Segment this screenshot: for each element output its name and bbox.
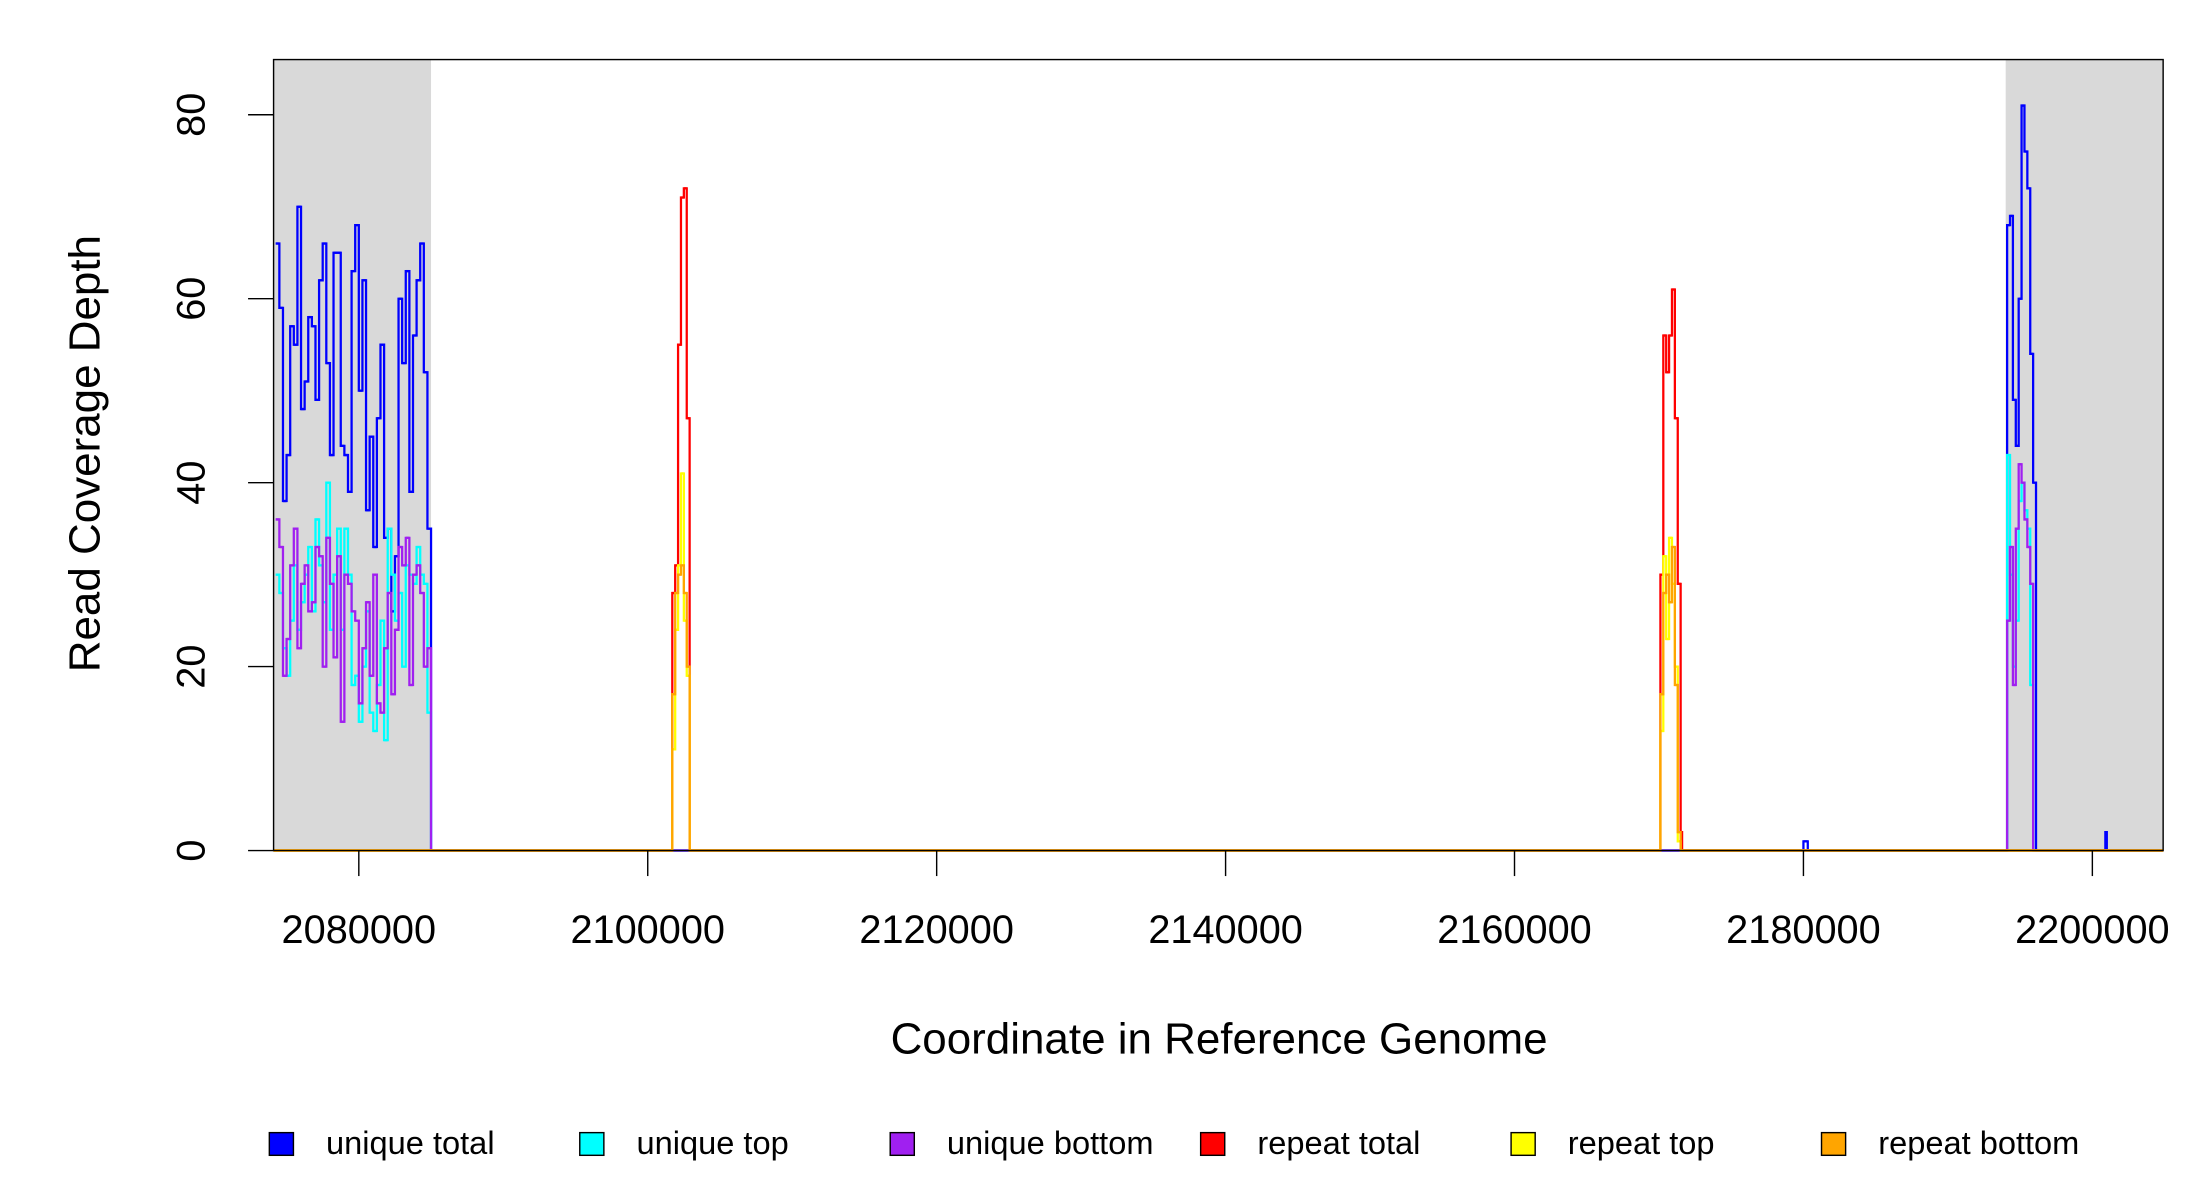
x-tick-label: 2200000 [2015, 908, 2170, 952]
step-connector [275, 463, 2164, 852]
y-tick-label: 60 [170, 277, 214, 321]
x-tick-label: 2100000 [570, 908, 725, 952]
legend-swatch [1199, 1131, 1226, 1157]
series-line [273, 545, 2164, 852]
y-tick-label: 0 [170, 840, 214, 862]
x-tick-label: 2080000 [282, 908, 437, 952]
legend-label: unique total [326, 1124, 495, 1161]
series-line [273, 187, 2164, 852]
step-connector [275, 104, 2164, 852]
shaded-region [2005, 59, 2164, 851]
legend-swatch [1820, 1131, 1847, 1157]
x-tick-label: 2140000 [1148, 908, 1303, 952]
step-connector [273, 187, 2164, 852]
plot-frame [272, 58, 2164, 852]
x-tick-label: 2180000 [1726, 908, 1881, 952]
legend-label: repeat total [1257, 1124, 1420, 1161]
legend-label: unique bottom [947, 1124, 1154, 1161]
series-line [275, 463, 2164, 852]
legend-swatch [579, 1131, 605, 1157]
legend-swatch [889, 1131, 916, 1157]
x-tick-label: 2160000 [1437, 908, 1592, 952]
series-line [275, 104, 2164, 852]
step-connector [273, 545, 2164, 852]
legend-swatch [1510, 1131, 1536, 1157]
series-line [275, 453, 2164, 852]
legend-label: repeat bottom [1878, 1124, 2079, 1161]
x-tick-label: 2120000 [859, 908, 1014, 952]
x-axis-title: Coordinate in Reference Genome [891, 1015, 1548, 1064]
step-connector [273, 472, 2164, 852]
series-line [273, 472, 2164, 852]
step-connector [275, 453, 2164, 852]
legend-swatch [268, 1131, 295, 1157]
legend-label: repeat top [1568, 1124, 1715, 1161]
y-axis-title: Read Coverage Depth [60, 235, 109, 672]
y-tick-label: 20 [170, 645, 214, 689]
y-tick-label: 40 [170, 461, 214, 505]
legend-label: unique top [636, 1124, 788, 1161]
y-tick-label: 80 [170, 93, 214, 137]
